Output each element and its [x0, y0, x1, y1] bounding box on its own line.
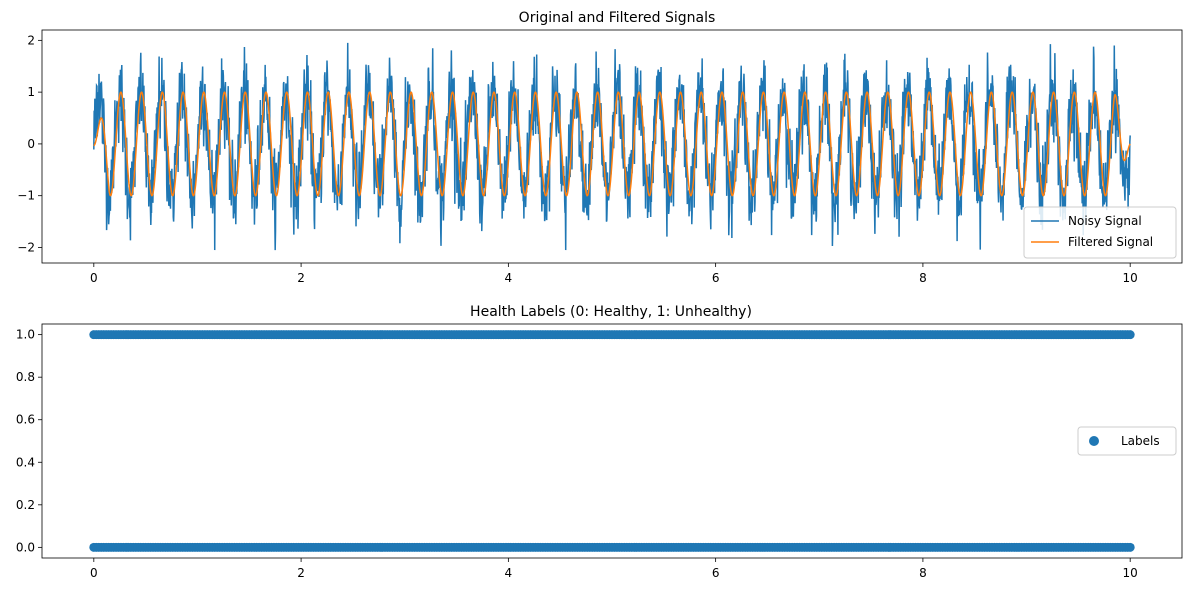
- label-point: [1125, 330, 1135, 340]
- labels-ytick-label: 0.0: [16, 540, 35, 554]
- labels-y-ticks: 0.0 0.2 0.4 0.6 0.8 1.0: [16, 328, 42, 554]
- legend-noisy-label: Noisy Signal: [1068, 214, 1142, 228]
- signals-xtick-label: 4: [505, 271, 513, 285]
- labels-ytick-label: 0.8: [16, 370, 35, 384]
- labels-xtick-label: 8: [919, 566, 927, 580]
- labels-xtick-label: 6: [712, 566, 720, 580]
- signals-ytick-label: 0: [27, 137, 35, 151]
- signals-ytick-label: 2: [27, 33, 35, 47]
- label-point: [1125, 542, 1135, 552]
- signals-panel: Original and Filtered Signals 0 2 4 6 8 10 21…: [17, 10, 1183, 285]
- signals-xtick-label: 10: [1123, 271, 1138, 285]
- signals-axes-frame: [41, 29, 1183, 264]
- labels-panel: Health Labels (0: Healthy, 1: Unhealthy)…: [16, 304, 1183, 580]
- labels-legend-box: [1077, 426, 1177, 456]
- filtered-signal-line: [93, 91, 1131, 197]
- labels-series: [89, 330, 1135, 552]
- signals-ytick-label: 1: [27, 85, 35, 99]
- signals-xtick-label: 6: [712, 271, 720, 285]
- labels-ytick-label: 1.0: [16, 328, 35, 342]
- legend-labels-label: Labels: [1121, 434, 1160, 448]
- signals-legend-box: [1023, 206, 1177, 259]
- labels-ytick-label: 0.2: [16, 498, 35, 512]
- signals-xtick-label: 0: [90, 271, 98, 285]
- signals-series: [93, 42, 1131, 251]
- labels-x-ticks: 0 2 4 6 8 10: [90, 558, 1138, 580]
- labels-legend: Labels: [1077, 426, 1177, 456]
- labels-xtick-label: 2: [297, 566, 305, 580]
- signals-y-ticks: 2 1 0 −1 −2: [17, 33, 42, 254]
- labels-xtick-label: 0: [90, 566, 98, 580]
- legend-labels-marker: [1089, 436, 1099, 446]
- signals-ytick-label: −2: [17, 240, 35, 254]
- label-row-1: [89, 330, 1135, 340]
- legend-filtered-label: Filtered Signal: [1068, 235, 1153, 249]
- signals-title: Original and Filtered Signals: [519, 10, 716, 26]
- noisy-signal-line: [93, 42, 1131, 251]
- label-row-0: [89, 542, 1135, 552]
- labels-xtick-label: 10: [1123, 566, 1138, 580]
- labels-ytick-label: 0.6: [16, 413, 35, 427]
- signals-legend: Noisy Signal Filtered Signal: [1023, 206, 1177, 259]
- signals-xtick-label: 2: [297, 271, 305, 285]
- labels-xtick-label: 4: [505, 566, 513, 580]
- signals-x-ticks: 0 2 4 6 8 10: [90, 263, 1138, 285]
- labels-title: Health Labels (0: Healthy, 1: Unhealthy): [470, 304, 752, 320]
- signals-xtick-label: 8: [919, 271, 927, 285]
- signals-ytick-label: −1: [17, 189, 35, 203]
- labels-axes-frame: [41, 323, 1183, 559]
- labels-ytick-label: 0.4: [16, 455, 35, 469]
